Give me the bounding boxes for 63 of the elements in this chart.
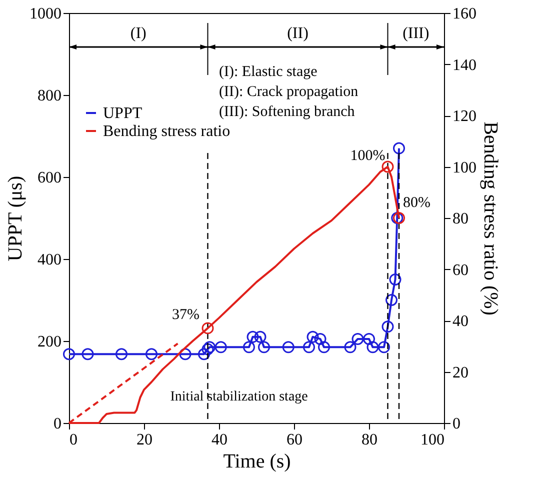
annotation: (I) (130, 25, 146, 42)
y-tick-label: 800 (38, 88, 62, 104)
point (243, 341, 255, 354)
y2-tick-label: 80 (452, 210, 468, 228)
point (382, 160, 394, 173)
legend-label: Bending stress ratio (103, 123, 230, 140)
annotation: (III) (402, 25, 430, 42)
y-tick-label: 0 (54, 416, 62, 432)
point (179, 348, 192, 360)
annotation: (II): Crack propagation (219, 84, 359, 100)
point (366, 341, 379, 354)
x-tick-label: 20 (136, 432, 152, 448)
x-tick-label: 80 (362, 432, 378, 448)
point (82, 348, 94, 360)
point (382, 320, 394, 333)
annotation: (I): Elastic stage (219, 64, 318, 80)
y2-tick-label: 160 (452, 6, 476, 22)
y2-tick-label: 140 (452, 56, 476, 74)
point (393, 142, 405, 154)
point (246, 330, 259, 343)
y-tick-label: 600 (38, 170, 62, 186)
y-axis-title: UPPT (μs) (4, 176, 26, 262)
x-axis-title: Time (s) (223, 450, 291, 472)
y2-axis-title: Bending stress ratio (%) (480, 122, 502, 316)
point (318, 341, 330, 354)
annotation: Initial stabilization stage (170, 389, 308, 404)
point (63, 348, 75, 360)
annotation: (III): Softening branch (219, 104, 356, 120)
y2-tick-label: 60 (452, 262, 468, 279)
y2-tick-label: 20 (452, 364, 468, 382)
point (202, 322, 214, 334)
y2-tick-label: 40 (452, 313, 468, 330)
point (282, 341, 294, 354)
annotation: 37% (172, 307, 200, 324)
point (214, 341, 227, 354)
annotation: (II) (287, 25, 308, 42)
point (314, 332, 326, 345)
point (116, 348, 128, 360)
point (363, 332, 375, 345)
point (254, 330, 266, 343)
point (258, 341, 270, 354)
point (198, 348, 210, 360)
y-tick-label: 200 (38, 334, 62, 350)
legend-label: UPPT (103, 105, 142, 122)
y-tick-label: 1000 (30, 6, 62, 22)
annotation: 100% (350, 148, 386, 164)
x-tick-label: 40 (212, 432, 228, 448)
point (303, 341, 315, 354)
point (146, 348, 158, 360)
point (352, 332, 364, 345)
y2-tick-label: 0 (452, 416, 460, 432)
x-tick-label: 0 (70, 432, 78, 448)
annotation: 80% (403, 195, 430, 211)
y2-tick-label: 100 (452, 159, 476, 176)
x-tick-label: 100 (420, 432, 444, 448)
point (386, 294, 398, 306)
point (306, 330, 319, 343)
point (344, 341, 356, 354)
x-tick-label: 60 (286, 432, 302, 448)
y-tick-label: 400 (38, 252, 62, 268)
y2-tick-label: 120 (452, 108, 476, 125)
point (378, 341, 390, 354)
point (389, 274, 402, 286)
